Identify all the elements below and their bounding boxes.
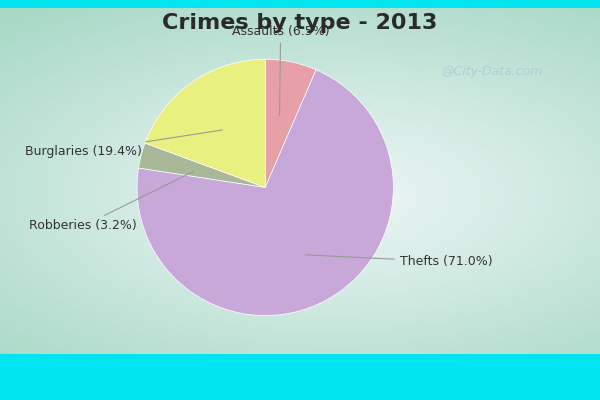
Wedge shape — [145, 59, 265, 188]
Wedge shape — [139, 143, 265, 188]
Text: Assaults (6.5%): Assaults (6.5%) — [232, 24, 329, 116]
Text: Burglaries (19.4%): Burglaries (19.4%) — [25, 130, 222, 158]
Wedge shape — [265, 59, 316, 188]
Wedge shape — [137, 70, 394, 316]
Text: @City-Data.com: @City-Data.com — [442, 66, 542, 78]
Text: Robberies (3.2%): Robberies (3.2%) — [29, 171, 194, 232]
Text: Crimes by type - 2013: Crimes by type - 2013 — [163, 13, 437, 33]
Text: Thefts (71.0%): Thefts (71.0%) — [305, 255, 493, 268]
